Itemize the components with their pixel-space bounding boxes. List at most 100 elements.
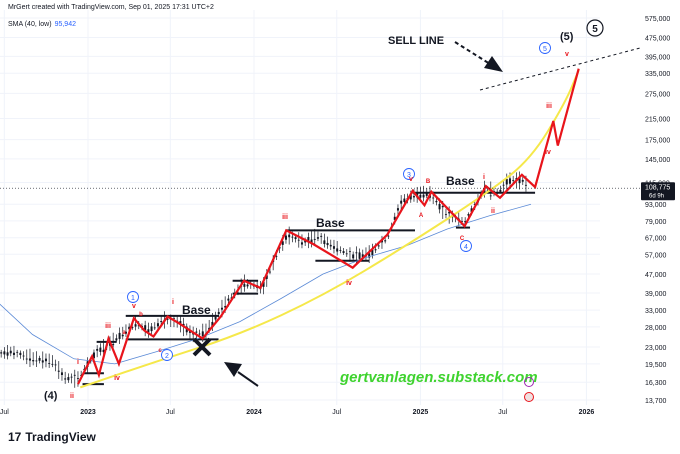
candle-body (384, 240, 387, 242)
candle-body (316, 237, 319, 239)
wave-label: iv (114, 375, 120, 382)
candle-body (288, 234, 291, 238)
candle-body (28, 358, 31, 361)
candle-body (438, 203, 441, 210)
candle-body (304, 240, 307, 243)
candle-body (412, 196, 415, 198)
wave-circle-label: 5 (543, 46, 547, 53)
x-tick-label: Jul (166, 409, 175, 416)
wave-circle-label: 2 (165, 353, 169, 360)
wave-label: i (483, 174, 485, 181)
candle-body (339, 249, 342, 251)
x-tick-label: Jul (332, 409, 341, 416)
wave-label: iv (346, 280, 352, 287)
candle-body (432, 197, 435, 199)
sell-arrow-head (484, 56, 503, 72)
sma-legend[interactable]: SMA (40, low) 95,942 (8, 21, 76, 28)
annotations: SELL LINE Base Base Base gertvanlagen.substa… (44, 19, 604, 402)
candle-body (12, 352, 15, 355)
candle-body (294, 237, 297, 240)
candle-body (160, 321, 163, 323)
candle-body (211, 321, 214, 327)
candle-body (102, 349, 105, 353)
candle-body (198, 333, 201, 335)
wave-label: iv (545, 149, 551, 156)
candle-body (172, 318, 175, 320)
bottom-arrow-shaft (237, 371, 259, 387)
candle-body (268, 271, 271, 273)
candle-body (73, 374, 76, 376)
base-label: Base (182, 303, 211, 317)
wave-label: ii (491, 208, 495, 215)
candle-body (332, 246, 335, 249)
candle-body (425, 193, 428, 196)
candle-body (284, 235, 287, 240)
y-tick-label: 67,000 (645, 236, 667, 243)
candle-body (156, 323, 159, 327)
candle-body (124, 331, 127, 334)
candle-body (41, 360, 44, 363)
candle-body (326, 242, 329, 246)
candle-body (435, 200, 438, 203)
footer (0, 420, 680, 454)
wave-label: v (132, 303, 136, 310)
candle-body (396, 208, 399, 211)
y-tick-label: 19,500 (645, 362, 667, 369)
brand-name: TradingView (25, 430, 96, 444)
y-tick-label: 79,000 (645, 219, 667, 226)
candle-body (502, 184, 505, 186)
candle-body (387, 235, 390, 237)
candle-body (48, 363, 51, 364)
candle-body (128, 326, 131, 330)
candle-body (112, 343, 115, 346)
candle-body (371, 249, 374, 256)
candle-body (464, 221, 467, 223)
tradingview-logo[interactable]: 17 TradingView (8, 430, 96, 444)
wave-circle (127, 291, 139, 303)
candle-body (329, 244, 332, 247)
candle-body (54, 364, 57, 366)
projection-curve (79, 69, 580, 389)
candle-body (448, 211, 451, 214)
candle-body (0, 352, 3, 354)
candle-body (521, 179, 524, 182)
candle-body (393, 216, 396, 220)
sma-label: SMA (40, low) (8, 21, 52, 28)
wave-letter: a (122, 330, 126, 336)
y-tick-label: 575,000 (645, 16, 670, 23)
candle-body (403, 198, 406, 203)
candle-body (153, 327, 156, 329)
y-tick-label: 47,000 (645, 272, 667, 279)
wave-letter: B (426, 179, 431, 185)
candle-body (342, 251, 345, 253)
candle-body (281, 241, 284, 245)
price-tag: 108,775 6d 9h (0, 182, 675, 201)
x-mark-icon (192, 337, 212, 357)
candle-body (243, 284, 246, 287)
wave-5-circle-label: 5 (592, 24, 598, 35)
candle-body (214, 316, 217, 320)
wave-label: i (77, 359, 79, 366)
candle-body (291, 236, 294, 238)
candle-body (188, 331, 191, 333)
y-tick-label: 33,000 (645, 308, 667, 315)
price-chart[interactable]: SELL LINE Base Base Base gertvanlagen.substa… (0, 0, 680, 420)
event-icons (524, 377, 534, 402)
candle-body (131, 327, 134, 328)
wave-circle-label: 1 (131, 295, 135, 302)
candle-body (377, 245, 380, 247)
candle-body (150, 326, 153, 332)
y-tick-label: 395,000 (645, 54, 670, 61)
candle-body (444, 214, 447, 216)
wave-letter: c (158, 348, 162, 354)
x-tick-label: 2023 (80, 409, 96, 416)
sell-line-label: SELL LINE (388, 35, 444, 47)
wave-5-major-label: (5) (560, 31, 574, 43)
x-tick-label: 2024 (246, 409, 262, 416)
y-tick-label: 23,000 (645, 345, 667, 352)
candle-body (32, 360, 35, 362)
x-tick-label: Jul (498, 409, 507, 416)
candle-body (505, 179, 508, 185)
candle-body (470, 208, 473, 212)
candle-body (201, 331, 204, 337)
